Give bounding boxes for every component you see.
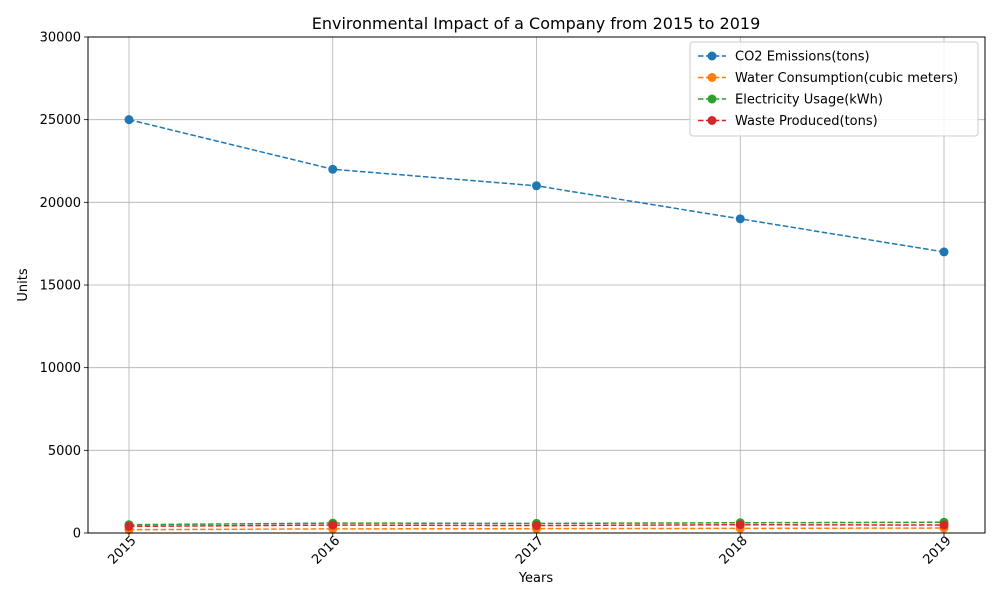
- legend-label: Waste Produced(tons): [735, 114, 878, 129]
- legend-marker: [707, 51, 717, 61]
- y-tick-label: 30000: [40, 31, 81, 46]
- data-point: [532, 181, 541, 191]
- legend-frame: [689, 41, 979, 137]
- legend: CO2 Emissions(tons) Water Consumption(cub…: [689, 41, 979, 137]
- data-point: [735, 520, 745, 530]
- series-group: [124, 115, 949, 535]
- legend-marker: [707, 116, 717, 125]
- y-tick-label: 5000: [48, 444, 81, 459]
- legend-label: Water Consumption(cubic meters): [735, 71, 958, 86]
- legend-item: Water Consumption(cubic meters): [698, 71, 958, 86]
- legend-item: Electricity Usage(kWh): [698, 93, 883, 108]
- legend-marker: [707, 73, 717, 82]
- legend-item: CO2 Emissions(tons): [698, 50, 870, 65]
- y-axis-label: Units: [16, 268, 31, 301]
- data-point: [328, 520, 338, 530]
- data-point: [124, 521, 134, 531]
- chart-title: Environmental Impact of a Company from 2…: [312, 14, 761, 33]
- legend-label: Electricity Usage(kWh): [735, 93, 883, 108]
- data-point: [939, 520, 949, 530]
- legend-item: Waste Produced(tons): [698, 114, 878, 129]
- data-point: [328, 164, 338, 174]
- y-tick-label: 0: [73, 527, 81, 542]
- data-point: [124, 115, 134, 125]
- data-point: [735, 214, 745, 224]
- y-tick-label: 15000: [40, 279, 81, 294]
- y-tick-label: 10000: [40, 361, 81, 376]
- legend-marker: [707, 94, 717, 104]
- x-axis-label: Years: [518, 571, 554, 586]
- series-0: [124, 115, 949, 257]
- y-tick-label: 20000: [40, 196, 81, 211]
- series-3: [124, 520, 949, 531]
- y-tick-label: 25000: [40, 113, 81, 128]
- data-point: [532, 521, 541, 531]
- y-axis-ticks: 0 5000 10000 15000 20000 25000 30000: [40, 31, 88, 542]
- legend-label: CO2 Emissions(tons): [735, 50, 870, 65]
- data-point: [939, 247, 949, 257]
